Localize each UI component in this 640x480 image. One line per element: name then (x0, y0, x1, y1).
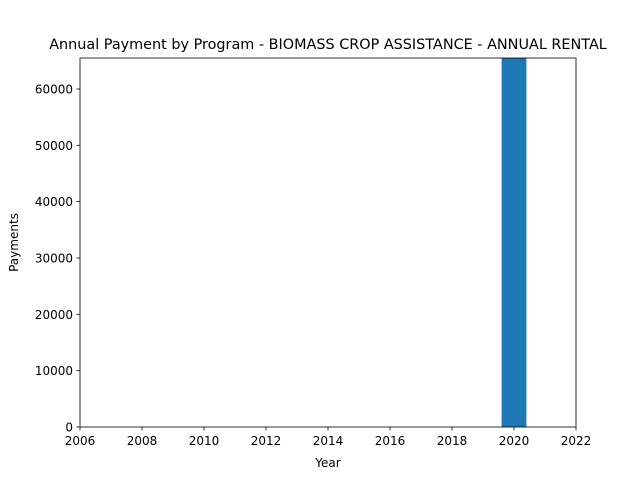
y-tick-label: 20000 (35, 308, 73, 322)
bar-2020 (501, 58, 527, 427)
x-axis-label: Year (314, 456, 340, 470)
y-tick-label: 60000 (35, 82, 73, 96)
bars (501, 58, 527, 427)
y-tick-label: 40000 (35, 195, 73, 209)
y-tick-label: 50000 (35, 139, 73, 153)
ticks: 2006 2008 2010 2012 2014 2016 2018 2020 2022 0 100… (35, 82, 591, 448)
x-tick-label: 2022 (561, 434, 592, 448)
x-tick-label: 2016 (375, 434, 406, 448)
x-tick-label: 2012 (251, 434, 282, 448)
plot-frame (79, 57, 577, 428)
x-tick-label: 2008 (127, 434, 158, 448)
y-tick-label: 0 (65, 421, 73, 435)
x-tick-label: 2018 (437, 434, 468, 448)
chart-title: Annual Payment by Program - BIOMASS CROP… (49, 37, 607, 53)
x-tick-label: 2006 (65, 434, 96, 448)
x-tick-label: 2020 (499, 434, 530, 448)
y-tick-label: 10000 (35, 364, 73, 378)
x-tick-label: 2014 (313, 434, 344, 448)
x-tick-label: 2010 (189, 434, 220, 448)
y-tick-label: 30000 (35, 251, 73, 265)
y-axis-label: Payments (7, 213, 21, 272)
